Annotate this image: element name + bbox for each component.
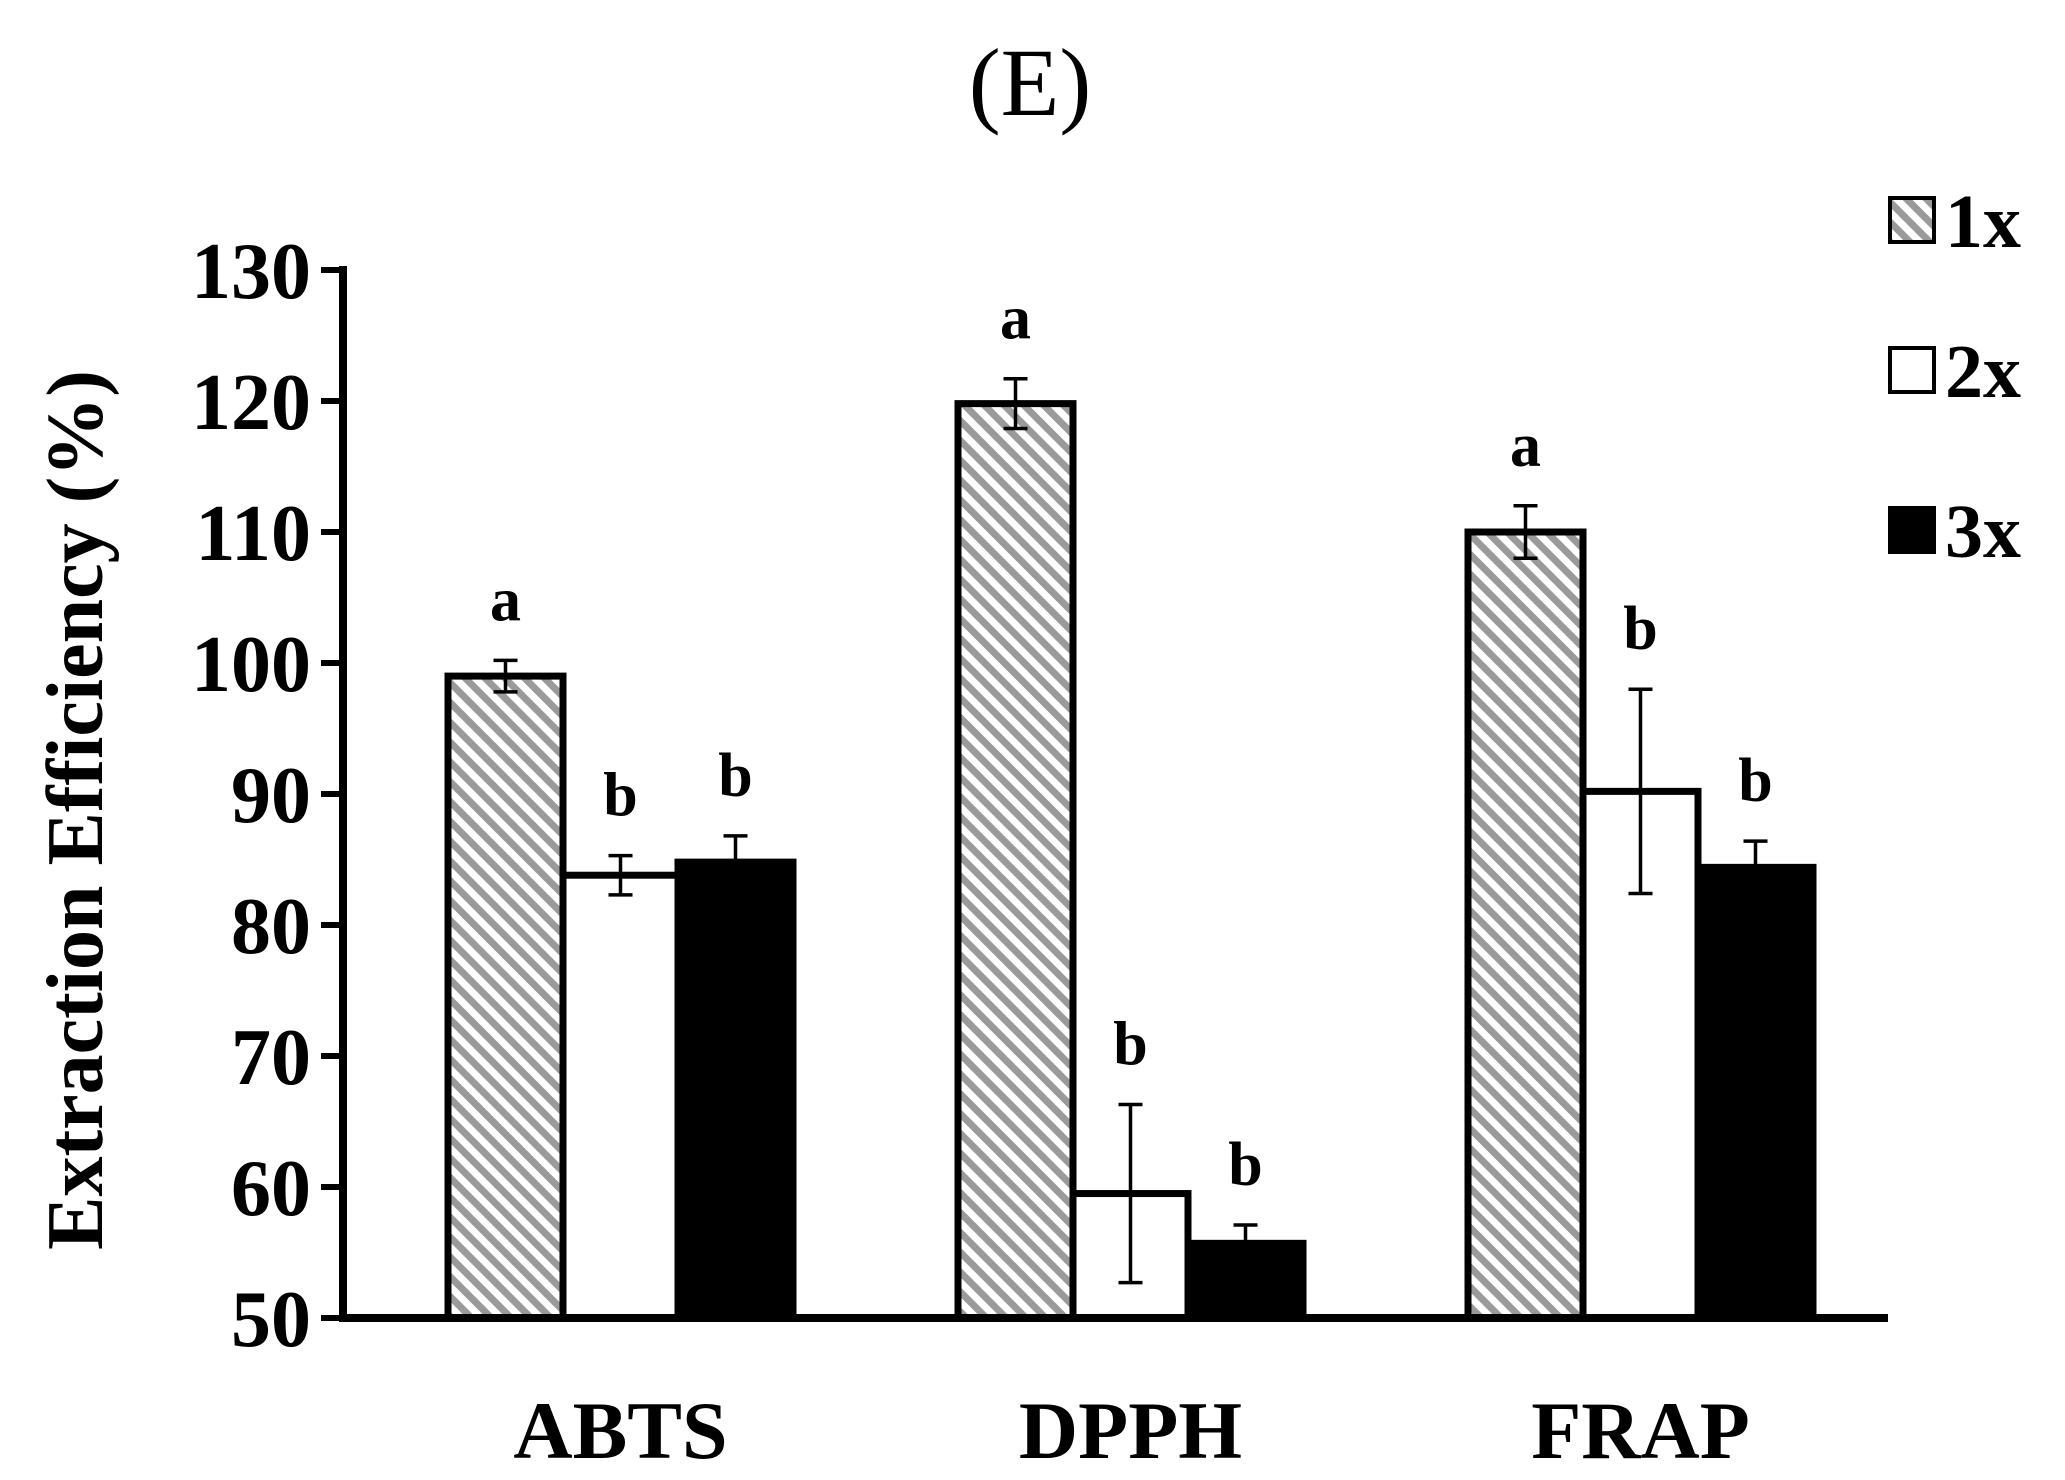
- significance-letter: b: [1113, 1010, 1147, 1078]
- chart-title: (E): [969, 29, 1092, 136]
- legend-swatch-1x: [1888, 196, 1936, 244]
- legend-swatch-3x: [1888, 506, 1936, 554]
- x-category-label: ABTS: [513, 1385, 727, 1476]
- y-tick-label: 70: [231, 1014, 311, 1102]
- legend-label: 2x: [1945, 330, 2021, 414]
- y-tick-label: 120: [191, 359, 311, 447]
- x-category-label: DPPH: [1019, 1385, 1242, 1476]
- bar-3x-FRAP: [1694, 863, 1817, 1322]
- y-axis-label: Extraction Efficiency (%): [32, 370, 120, 1250]
- bar-1x-FRAP: [1464, 528, 1587, 1322]
- significance-letter: b: [718, 742, 752, 810]
- bar-1x-DPPH: [954, 400, 1077, 1322]
- y-tick-label: 100: [191, 621, 311, 709]
- legend-swatch-2x: [1888, 346, 1936, 394]
- plot-area: a a a b b b b b b 50 60 70 80 90 100 110 120 130 ABTS DPPH F…: [191, 228, 1888, 1476]
- significance-letter: a: [490, 566, 521, 634]
- significance-letter: b: [1228, 1131, 1262, 1199]
- significance-letter: b: [1623, 595, 1657, 663]
- y-tick-label: 110: [195, 490, 311, 578]
- significance-letter: a: [1510, 412, 1541, 480]
- legend-label: 3x: [1945, 490, 2021, 574]
- bar-2x-ABTS: [559, 871, 682, 1322]
- bar-1x-ABTS: [444, 672, 567, 1322]
- y-tick-label: 80: [231, 883, 311, 971]
- y-tick-label: 50: [231, 1276, 311, 1364]
- significance-letter: b: [1738, 747, 1772, 815]
- significance-letter: b: [603, 762, 637, 830]
- significance-letter: a: [1000, 285, 1031, 353]
- legend: 1x 2x 3x: [1888, 180, 2021, 574]
- y-tick-label: 60: [231, 1145, 311, 1233]
- x-category-label: FRAP: [1531, 1385, 1750, 1476]
- y-tick-label: 130: [191, 228, 311, 316]
- bar-3x-ABTS: [674, 858, 797, 1322]
- legend-label: 1x: [1945, 180, 2021, 264]
- y-tick-label: 90: [231, 752, 311, 840]
